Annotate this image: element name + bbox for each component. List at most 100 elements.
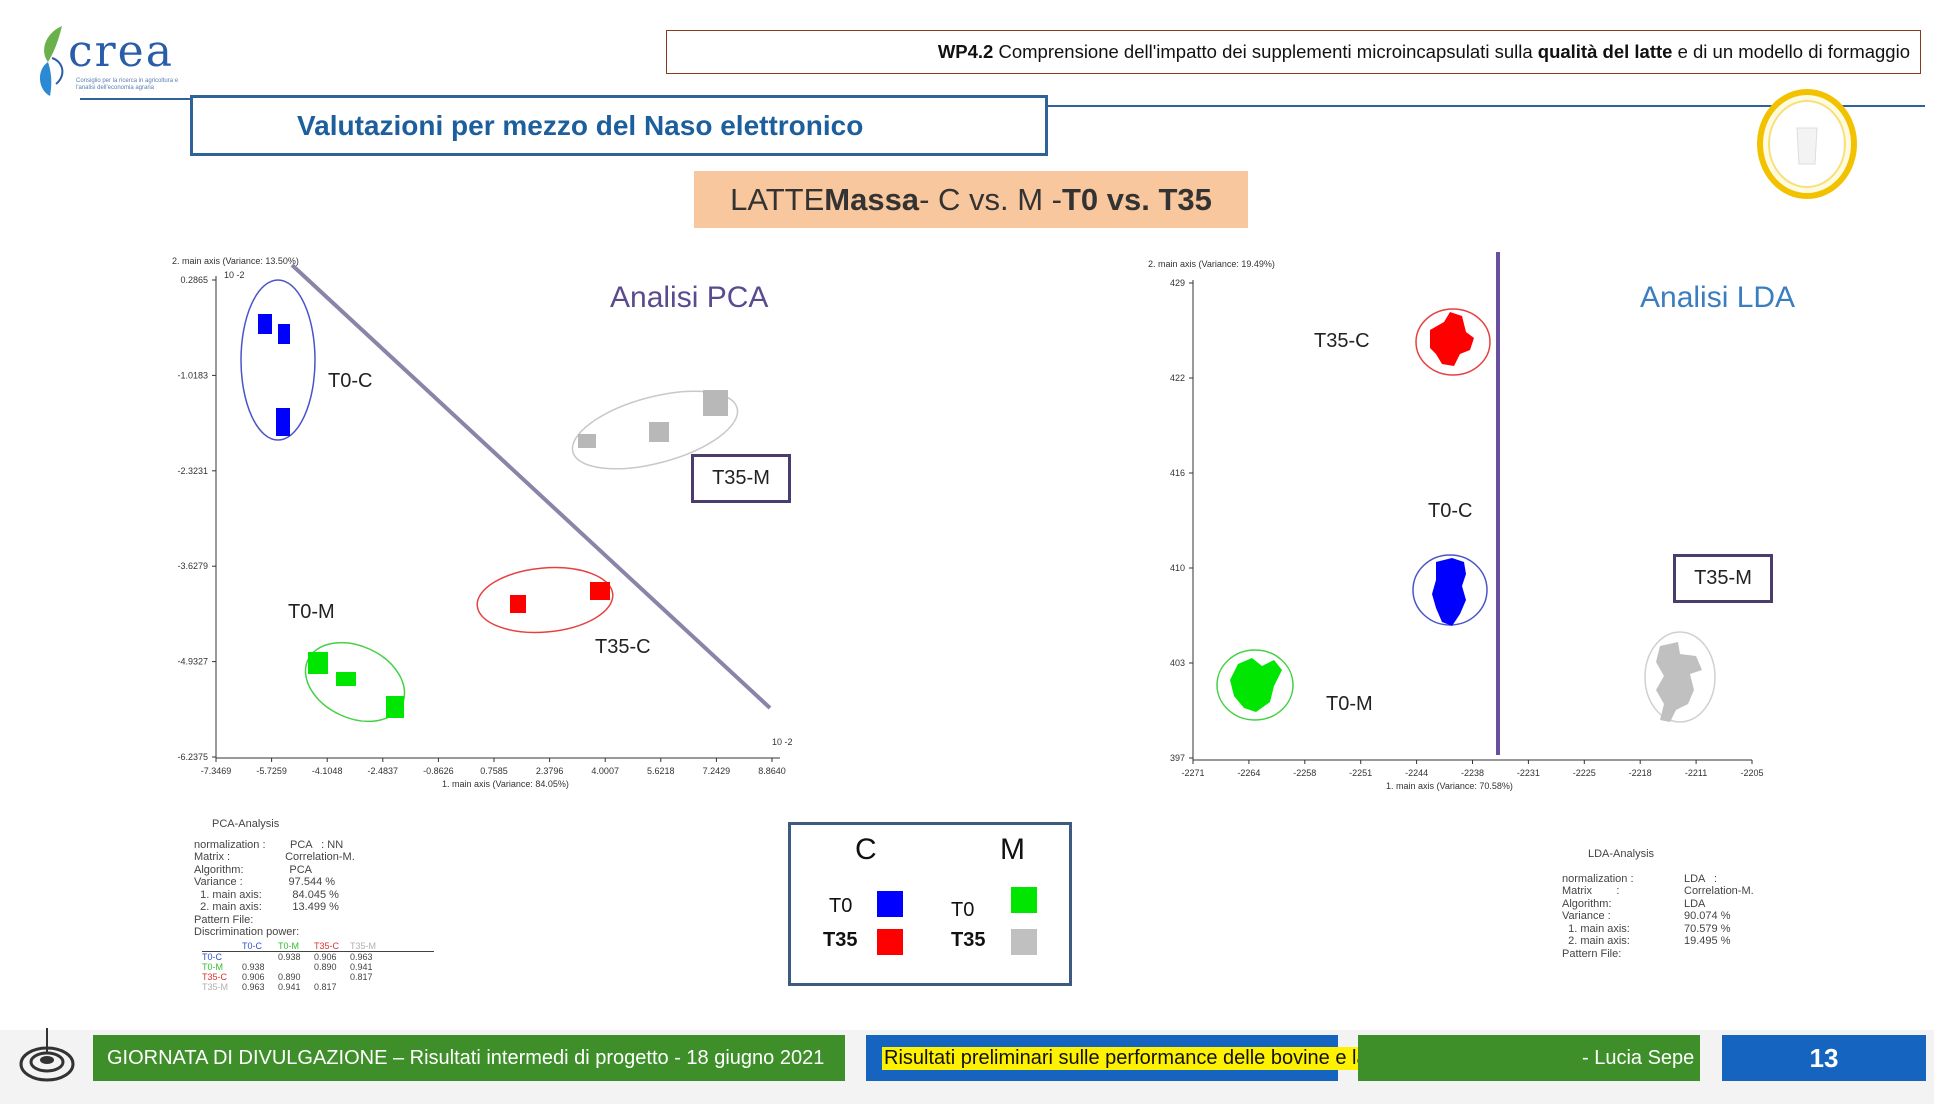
pca-point: [336, 672, 356, 686]
lda-y-axis-label: 2. main axis (Variance: 19.49%): [1148, 259, 1275, 269]
disc-cell: 0.890: [278, 971, 301, 982]
pca-y-ticks: 0.2865 -1.0183 -2.3231 -3.6279 -4.9327 -6.237…: [177, 275, 216, 762]
pca-y-tick-label: 0.2865: [180, 275, 208, 285]
disc-cell: 0.906: [242, 971, 265, 982]
lda-y-tick-label: 416: [1170, 468, 1185, 478]
legend-swatch-t0c: [877, 891, 903, 917]
lda-t0m-cloud: [1230, 658, 1282, 712]
lda-y-tick-label: 403: [1170, 658, 1185, 668]
lda-label-t0m: T0-M: [1326, 693, 1373, 715]
legend-t0-c: T0: [829, 895, 853, 917]
pca-info-title: PCA-Analysis: [212, 818, 280, 830]
pca-x-tick-label: 5.6218: [647, 766, 675, 776]
lda-x-axis-label: 1. main axis (Variance: 70.58%): [1386, 781, 1513, 791]
pca-point: [276, 408, 290, 436]
header-rule-left: [80, 98, 192, 100]
pca-y-tick-label: -6.2375: [177, 752, 208, 762]
lda-y-ticks: 429 422 416 410 403 397: [1170, 278, 1193, 763]
work-package-banner: WP4.2 Comprensione dell'impatto dei supp…: [666, 30, 1921, 74]
pca-y-axis-label: 2. main axis (Variance: 13.50%): [172, 256, 299, 266]
disc-row: T0-M 0.938 0.890 0.941: [202, 962, 434, 972]
footer-results-highlight: Risultati preliminari sulle performance …: [882, 1046, 1510, 1070]
disc-cell: [350, 982, 386, 992]
legend-col-c: C: [855, 833, 877, 866]
footer-results: Risultati preliminari sulle performance …: [866, 1035, 1510, 1081]
pca-x-tick-label: 4.0007: [591, 766, 619, 776]
disc-cell: [242, 952, 278, 962]
lda-x-ticks: -2271 -2264 -2258 -2251 -2244 -2238 -2231 -2225…: [1181, 760, 1764, 778]
pca-label-t35m: T35-M: [691, 454, 791, 503]
lda-analysis-info: LDA-Analysis normalization : Matrix : Al…: [1562, 848, 1782, 960]
lda-label-t35c: T35-C: [1314, 330, 1370, 352]
legend-box: C M T0 T0 T35 T35: [788, 822, 1072, 986]
lda-info-keys: normalization : Matrix : Algorithm: Vari…: [1562, 872, 1634, 960]
lda-x-tick-label: -2238: [1461, 768, 1484, 778]
discrimination-table: T0-C T0-M T35-C T35-M T0-C 0.938 0.906 0.963 T0-…: [202, 941, 434, 992]
pca-x-tick-label: -7.3469: [201, 766, 232, 776]
lda-t35c-cloud: [1430, 312, 1474, 366]
pca-label-t0m: T0-M: [288, 601, 335, 623]
pca-point: [278, 324, 290, 344]
lda-label-t0c: T0-C: [1428, 500, 1472, 522]
pca-t35c-ellipse: [476, 566, 614, 634]
disc-cell: 0.938: [242, 961, 265, 972]
pca-point: [308, 652, 328, 674]
leaf-logo-icon: [39, 26, 64, 96]
pca-x-tick-label: -5.7259: [256, 766, 287, 776]
disc-header-cell: T35-M: [350, 940, 377, 951]
lda-chart: 2. main axis (Variance: 19.49%) 1. main …: [1148, 252, 1795, 791]
disc-cell: 0.941: [350, 961, 373, 972]
pca-point: [590, 582, 610, 600]
pca-y-tick-label: -2.3231: [177, 466, 208, 476]
legend-swatch-t0m: [1011, 887, 1037, 913]
disc-row-label: T0-M: [202, 961, 223, 972]
pca-x-tick-label: -0.8626: [423, 766, 454, 776]
wp-text: WP4.2 Comprensione dell'impatto dei supp…: [937, 41, 1910, 62]
pca-exp-x: 10 -2: [772, 737, 793, 747]
pca-point: [510, 595, 526, 613]
disc-cell: 0.963: [350, 951, 373, 962]
lda-x-tick-label: -2225: [1573, 768, 1596, 778]
footer-event: GIORNATA DI DIVULGAZIONE – Risultati int…: [93, 1035, 845, 1081]
pca-t0c-ellipse: [240, 279, 316, 441]
lda-x-tick-label: -2244: [1405, 768, 1428, 778]
milk-mass-subtitle: LATTE Massa - C vs. M - T0 vs. T35: [694, 171, 1248, 228]
disc-cell: 0.906: [314, 951, 337, 962]
disc-header-cell: T0-M: [278, 940, 299, 951]
lda-x-tick-label: -2205: [1740, 768, 1763, 778]
lda-info-values: LDA : Correlation-M. LDA 90.074 % 70.579…: [1684, 872, 1754, 948]
lda-y-tick-label: 410: [1170, 563, 1185, 573]
pca-x-ticks: -7.3469 -5.7259 -4.1048 -2.4837 -0.8626 0.758…: [201, 758, 786, 776]
disc-cell: 0.890: [314, 961, 337, 972]
section-title: Valutazioni per mezzo del Naso elettroni…: [190, 95, 1048, 156]
milk-medallion-icon: [1757, 89, 1857, 199]
pca-y-tick-label: -1.0183: [177, 370, 208, 380]
lda-x-tick-label: -2231: [1517, 768, 1540, 778]
lda-x-tick-label: -2271: [1181, 768, 1204, 778]
pca-x-tick-label: 8.8640: [758, 766, 786, 776]
pca-t35m-ellipse: [571, 390, 739, 470]
disc-header-cell: T35-C: [314, 940, 340, 951]
disc-row: T35-C 0.906 0.890 0.817: [202, 972, 434, 982]
lda-t0c-cloud: [1432, 558, 1466, 626]
pca-point: [578, 434, 596, 448]
disc-cell: 0.941: [278, 981, 301, 992]
disc-cell: 0.817: [350, 971, 373, 982]
pca-point: [258, 314, 272, 334]
lda-title: Analisi LDA: [1640, 281, 1795, 314]
disc-row: T35-M 0.963 0.941 0.817: [202, 982, 434, 992]
header-rule: [1045, 105, 1925, 107]
lda-x-tick-label: -2264: [1237, 768, 1260, 778]
lda-x-tick-label: -2218: [1629, 768, 1652, 778]
logo-text: crea: [68, 26, 174, 77]
pca-label-t35c: T35-C: [595, 636, 651, 658]
disc-cell: 0.963: [242, 981, 265, 992]
footer-page-number: 13: [1722, 1035, 1926, 1081]
pca-x-axis-label: 1. main axis (Variance: 84.05%): [442, 779, 569, 789]
lda-t0m-ellipse: [1216, 649, 1294, 721]
legend-swatch-t35m: [1011, 929, 1037, 955]
disc-row-label: T0-C: [202, 951, 222, 962]
footer-author-bar: [1358, 1035, 1700, 1081]
legend-t0-m: T0: [951, 899, 975, 921]
pca-separator-line: [290, 263, 772, 710]
